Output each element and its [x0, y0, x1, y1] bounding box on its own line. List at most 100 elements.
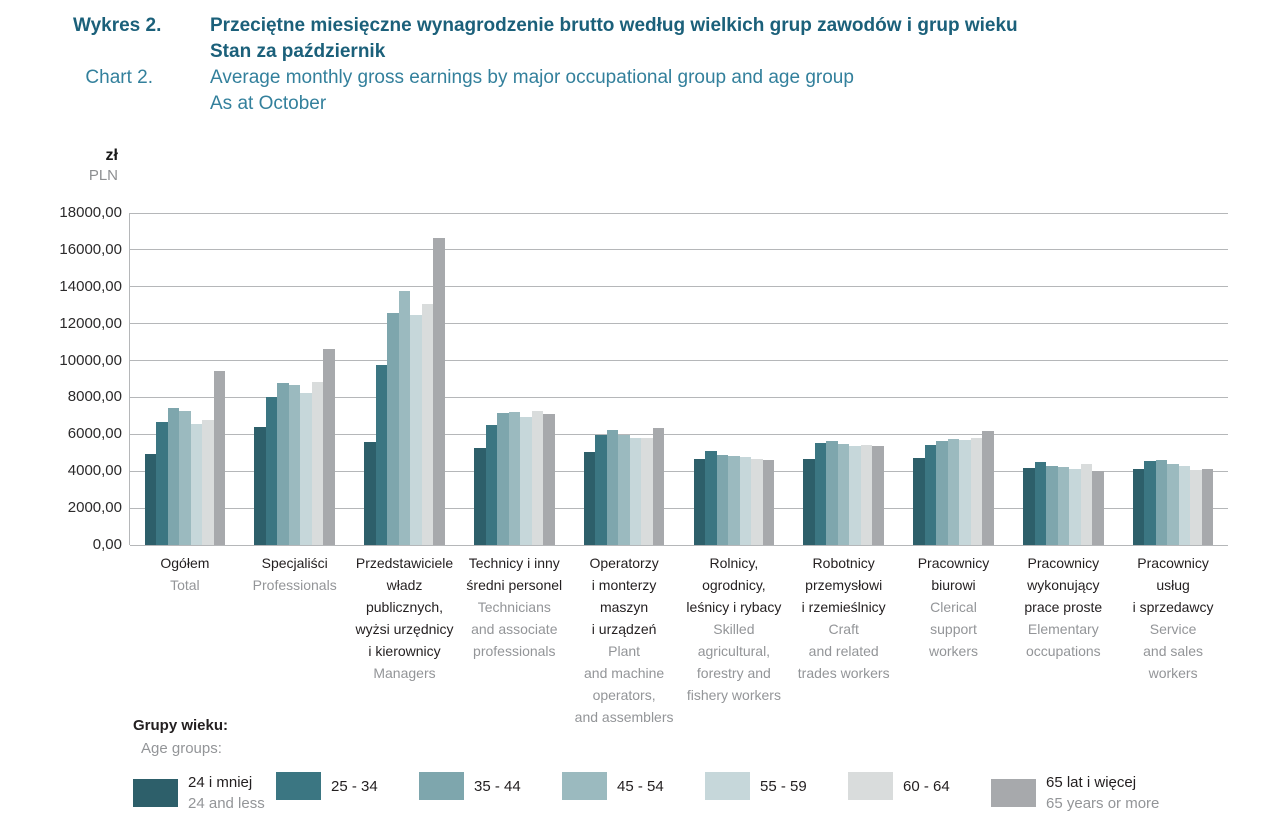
legend-label-pl: 25 - 34: [331, 777, 378, 795]
bar: [1178, 466, 1191, 545]
legend-item: 45 - 54: [562, 772, 664, 800]
bar: [543, 414, 555, 545]
y-axis-unit-en: PLN: [88, 167, 118, 184]
bar: [739, 456, 752, 545]
bar: [1167, 464, 1179, 545]
y-tick-label: 16000,00: [59, 240, 122, 258]
bar: [156, 422, 168, 545]
category-label-en: Plant and machine operators, and assembl…: [574, 643, 674, 725]
bar: [1190, 469, 1202, 545]
bar: [705, 450, 717, 545]
bar: [485, 425, 498, 545]
y-tick-label: 0,00: [92, 536, 122, 553]
bar: [1034, 462, 1047, 545]
bar: [1023, 468, 1035, 545]
y-tick-label: 10000,00: [59, 351, 122, 369]
gridline: [130, 286, 1228, 288]
bar: [1092, 471, 1104, 545]
legend-label-pl: 35 - 44: [474, 777, 521, 795]
bar: [924, 445, 937, 545]
bar: [1155, 460, 1168, 545]
bar: [213, 370, 226, 545]
bar: [629, 438, 642, 545]
gridline: [130, 396, 1228, 398]
gridline: [130, 249, 1228, 251]
category-label: Specjaliści Professionals: [225, 552, 365, 596]
bar: [520, 417, 532, 545]
legend-label-pl: 24 i mniej: [188, 774, 253, 791]
legend-heading-pl: Grupy wieku:: [133, 717, 229, 734]
bar: [300, 393, 312, 545]
y-tick-label: 14000,00: [59, 277, 122, 295]
category-label: Ogółem Total: [115, 552, 255, 596]
category-label-pl: Pracownicy wykonujący prace proste: [1024, 555, 1103, 615]
bar: [970, 437, 983, 545]
legend-label-en: 24 and less: [188, 795, 265, 812]
bar: [913, 458, 925, 545]
gridline: [130, 544, 1228, 546]
bar: [1132, 468, 1145, 545]
bar: [364, 441, 376, 545]
legend-label-pl: 65 lat i więcej: [1046, 774, 1137, 791]
bar: [959, 440, 971, 545]
bar: [167, 408, 180, 545]
category-label-pl: Operatorzy i monterzy maszyn i urządzeń: [589, 555, 659, 637]
legend-label: 65 lat i więcej 65 years or more: [1046, 772, 1159, 814]
legend-label: 35 - 44: [474, 776, 521, 797]
y-tick-label: 6000,00: [67, 425, 122, 443]
bar: [826, 440, 838, 545]
category-label: Przedstawiciele władz publicznych, wyżsi…: [335, 552, 475, 684]
bar: [144, 454, 157, 545]
chart-number-en: Chart 2.: [85, 67, 153, 88]
bar: [202, 419, 214, 545]
legend-heading: Grupy wieku: Age groups:: [133, 714, 228, 760]
legend-swatch: [848, 772, 893, 800]
y-tick-label: 18000,00: [59, 204, 122, 221]
legend-swatch: [133, 779, 178, 807]
bar: [508, 412, 521, 545]
bar: [595, 435, 607, 545]
bar: [1069, 468, 1081, 545]
category-label-pl: Przedstawiciele władz publicznych, wyżsi…: [355, 555, 454, 659]
legend-item: 35 - 44: [419, 772, 521, 800]
bar: [751, 458, 763, 545]
bar: [421, 304, 434, 545]
category-label: Robotnicy przemysłowi i rzemieślnicy Craf…: [774, 552, 914, 684]
legend-item: 24 i mniej 24 and less: [133, 772, 265, 814]
bar: [410, 314, 422, 545]
category-label-en: Skilled agricultural, forestry and fishe…: [686, 621, 781, 703]
bar: [872, 445, 884, 545]
bar: [814, 443, 827, 545]
legend-item: 55 - 59: [705, 772, 807, 800]
bar: [190, 423, 203, 545]
gridline: [130, 360, 1228, 362]
y-axis-unit-pl: zł: [105, 147, 118, 164]
bar: [254, 427, 266, 545]
legend-label-pl: 60 - 64: [903, 777, 950, 795]
legend-label: 55 - 59: [760, 776, 807, 797]
bar: [1057, 467, 1070, 545]
bar: [641, 437, 653, 545]
legend-swatch: [276, 772, 321, 800]
bar: [982, 430, 994, 545]
category-label: Operatorzy i monterzy maszyn i urządzeń P…: [554, 552, 694, 728]
legend-label: 60 - 64: [903, 776, 950, 797]
category-label-en: Clerical support workers: [928, 599, 978, 659]
bar: [583, 452, 596, 545]
bar: [1046, 465, 1058, 545]
category-label-en: Service and sales workers: [1143, 621, 1204, 681]
legend-swatch: [562, 772, 607, 800]
bar: [1144, 461, 1156, 545]
category-label-pl: Rolnicy, ogrodnicy, leśnicy i rybacy: [686, 555, 782, 615]
bar: [762, 460, 775, 545]
gridline: [130, 433, 1228, 435]
bar: [728, 456, 740, 545]
category-label-pl: Pracownicy usług i sprzedawcy: [1132, 555, 1214, 615]
bar: [606, 430, 619, 545]
category-label-pl: Specjaliści: [261, 555, 328, 571]
category-label-pl: Robotnicy przemysłowi i rzemieślnicy: [801, 555, 886, 615]
bar: [803, 458, 815, 545]
y-tick-label: 4000,00: [67, 462, 122, 480]
bar: [652, 428, 665, 545]
bar: [531, 411, 544, 545]
